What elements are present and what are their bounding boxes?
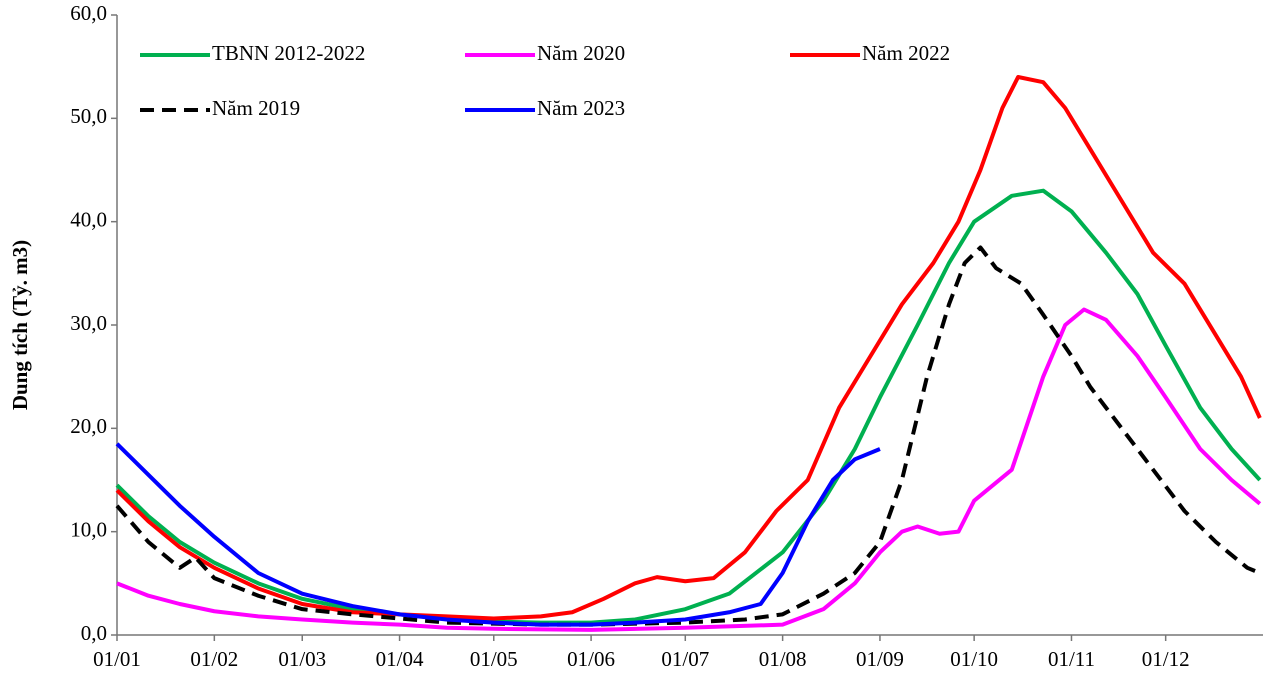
- legend-label: Năm 2023: [537, 96, 625, 120]
- series-line: [115, 245, 1261, 627]
- legend-label: Năm 2020: [537, 41, 625, 65]
- y-tick-label: 40,0: [70, 207, 107, 231]
- x-tick-label: 01/06: [567, 647, 615, 671]
- x-tick-label: 01/09: [856, 647, 904, 671]
- y-tick-label: 30,0: [70, 311, 107, 335]
- x-tick-label: 01/04: [376, 647, 424, 671]
- x-tick-label: 01/08: [759, 647, 807, 671]
- series-line: [115, 188, 1262, 625]
- series-line: [115, 75, 1262, 621]
- x-tick-label: 01/11: [1048, 647, 1095, 671]
- y-tick-label: 50,0: [70, 104, 107, 128]
- x-tick-label: 01/10: [950, 647, 998, 671]
- y-tick-label: 0,0: [81, 621, 107, 645]
- legend-label: TBNN 2012-2022: [212, 41, 365, 65]
- series-line: [115, 442, 881, 627]
- x-tick-label: 01/12: [1142, 647, 1190, 671]
- y-tick-label: 10,0: [70, 517, 107, 541]
- x-tick-label: 01/01: [93, 647, 141, 671]
- y-tick-label: 20,0: [70, 414, 107, 438]
- x-tick-label: 01/03: [278, 647, 326, 671]
- legend-label: Năm 2019: [212, 96, 300, 120]
- y-axis-label: Dung tích (Tỷ. m3): [8, 240, 32, 410]
- y-tick-label: 60,0: [70, 1, 107, 25]
- legend-label: Năm 2022: [862, 41, 950, 65]
- series-line: [116, 307, 1262, 632]
- x-tick-label: 01/02: [190, 647, 238, 671]
- x-tick-label: 01/05: [470, 647, 518, 671]
- x-tick-label: 01/07: [661, 647, 709, 671]
